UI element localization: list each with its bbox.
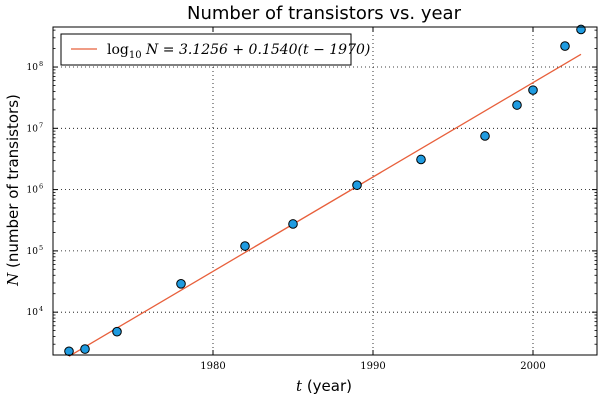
legend-label: log10 N = 3.1256 + 0.1540(t − 1970) [107, 42, 370, 61]
fit-line [68, 53, 582, 357]
y-tick-label-base: 10 [27, 63, 39, 73]
axis-ticks [53, 27, 597, 356]
y-tick-label: 10 8 [27, 60, 44, 73]
y-tick-label-exponent: 7 [39, 121, 43, 129]
data-point [240, 241, 250, 251]
data-point [416, 154, 426, 165]
x-axis-label: t (year) [296, 377, 352, 395]
data-point [80, 344, 90, 354]
data-point [176, 279, 186, 289]
x-axis-unit: (year) [302, 377, 352, 395]
data-point [576, 24, 586, 35]
legend-log: log [107, 42, 129, 58]
y-tick-label-base: 10 [27, 124, 39, 134]
legend: log10 N = 3.1256 + 0.1540(t − 1970) [60, 33, 370, 66]
x-tick-labels: 1980 1990 2000 [200, 361, 545, 372]
grid-lines [53, 27, 597, 355]
y-axis-var: N [4, 272, 22, 287]
data-point [528, 85, 538, 95]
data-point [512, 100, 522, 110]
y-tick-label: 10 7 [27, 121, 44, 134]
y-tick-label-base: 10 [27, 186, 39, 196]
data-point [480, 131, 490, 141]
y-tick-label-exponent: 6 [39, 183, 43, 191]
data-point [112, 326, 122, 337]
y-tick-label-exponent: 8 [39, 60, 43, 68]
legend-box [60, 33, 352, 66]
y-tick-label: 10 5 [27, 244, 44, 257]
x-tick-label: 1990 [360, 361, 385, 372]
data-points [64, 24, 586, 357]
y-tick-label-exponent: 4 [39, 305, 43, 313]
y-axis-unit: (number of transistors) [4, 94, 22, 273]
y-tick-label-base: 10 [27, 308, 39, 318]
legend-equation: N = 3.1256 + 0.1540(t − 1970) [142, 42, 371, 58]
y-tick-label-exponent: 5 [39, 244, 43, 252]
plot-frame [52, 26, 598, 356]
data-point [288, 219, 298, 229]
data-point [352, 180, 362, 190]
data-point [64, 346, 74, 357]
data-point [560, 41, 570, 51]
legend-log-base: 10 [129, 50, 142, 61]
x-tick-label: 2000 [520, 361, 545, 372]
y-tick-label: 10 6 [27, 183, 44, 196]
chart-title: Number of transistors vs. year [187, 3, 462, 24]
x-tick-label: 1980 [200, 361, 225, 372]
y-tick-label-base: 10 [27, 247, 39, 257]
y-axis-label: N (number of transistors) [4, 94, 22, 287]
y-tick-label: 10 4 [27, 305, 44, 318]
x-axis-var: t [296, 377, 303, 395]
